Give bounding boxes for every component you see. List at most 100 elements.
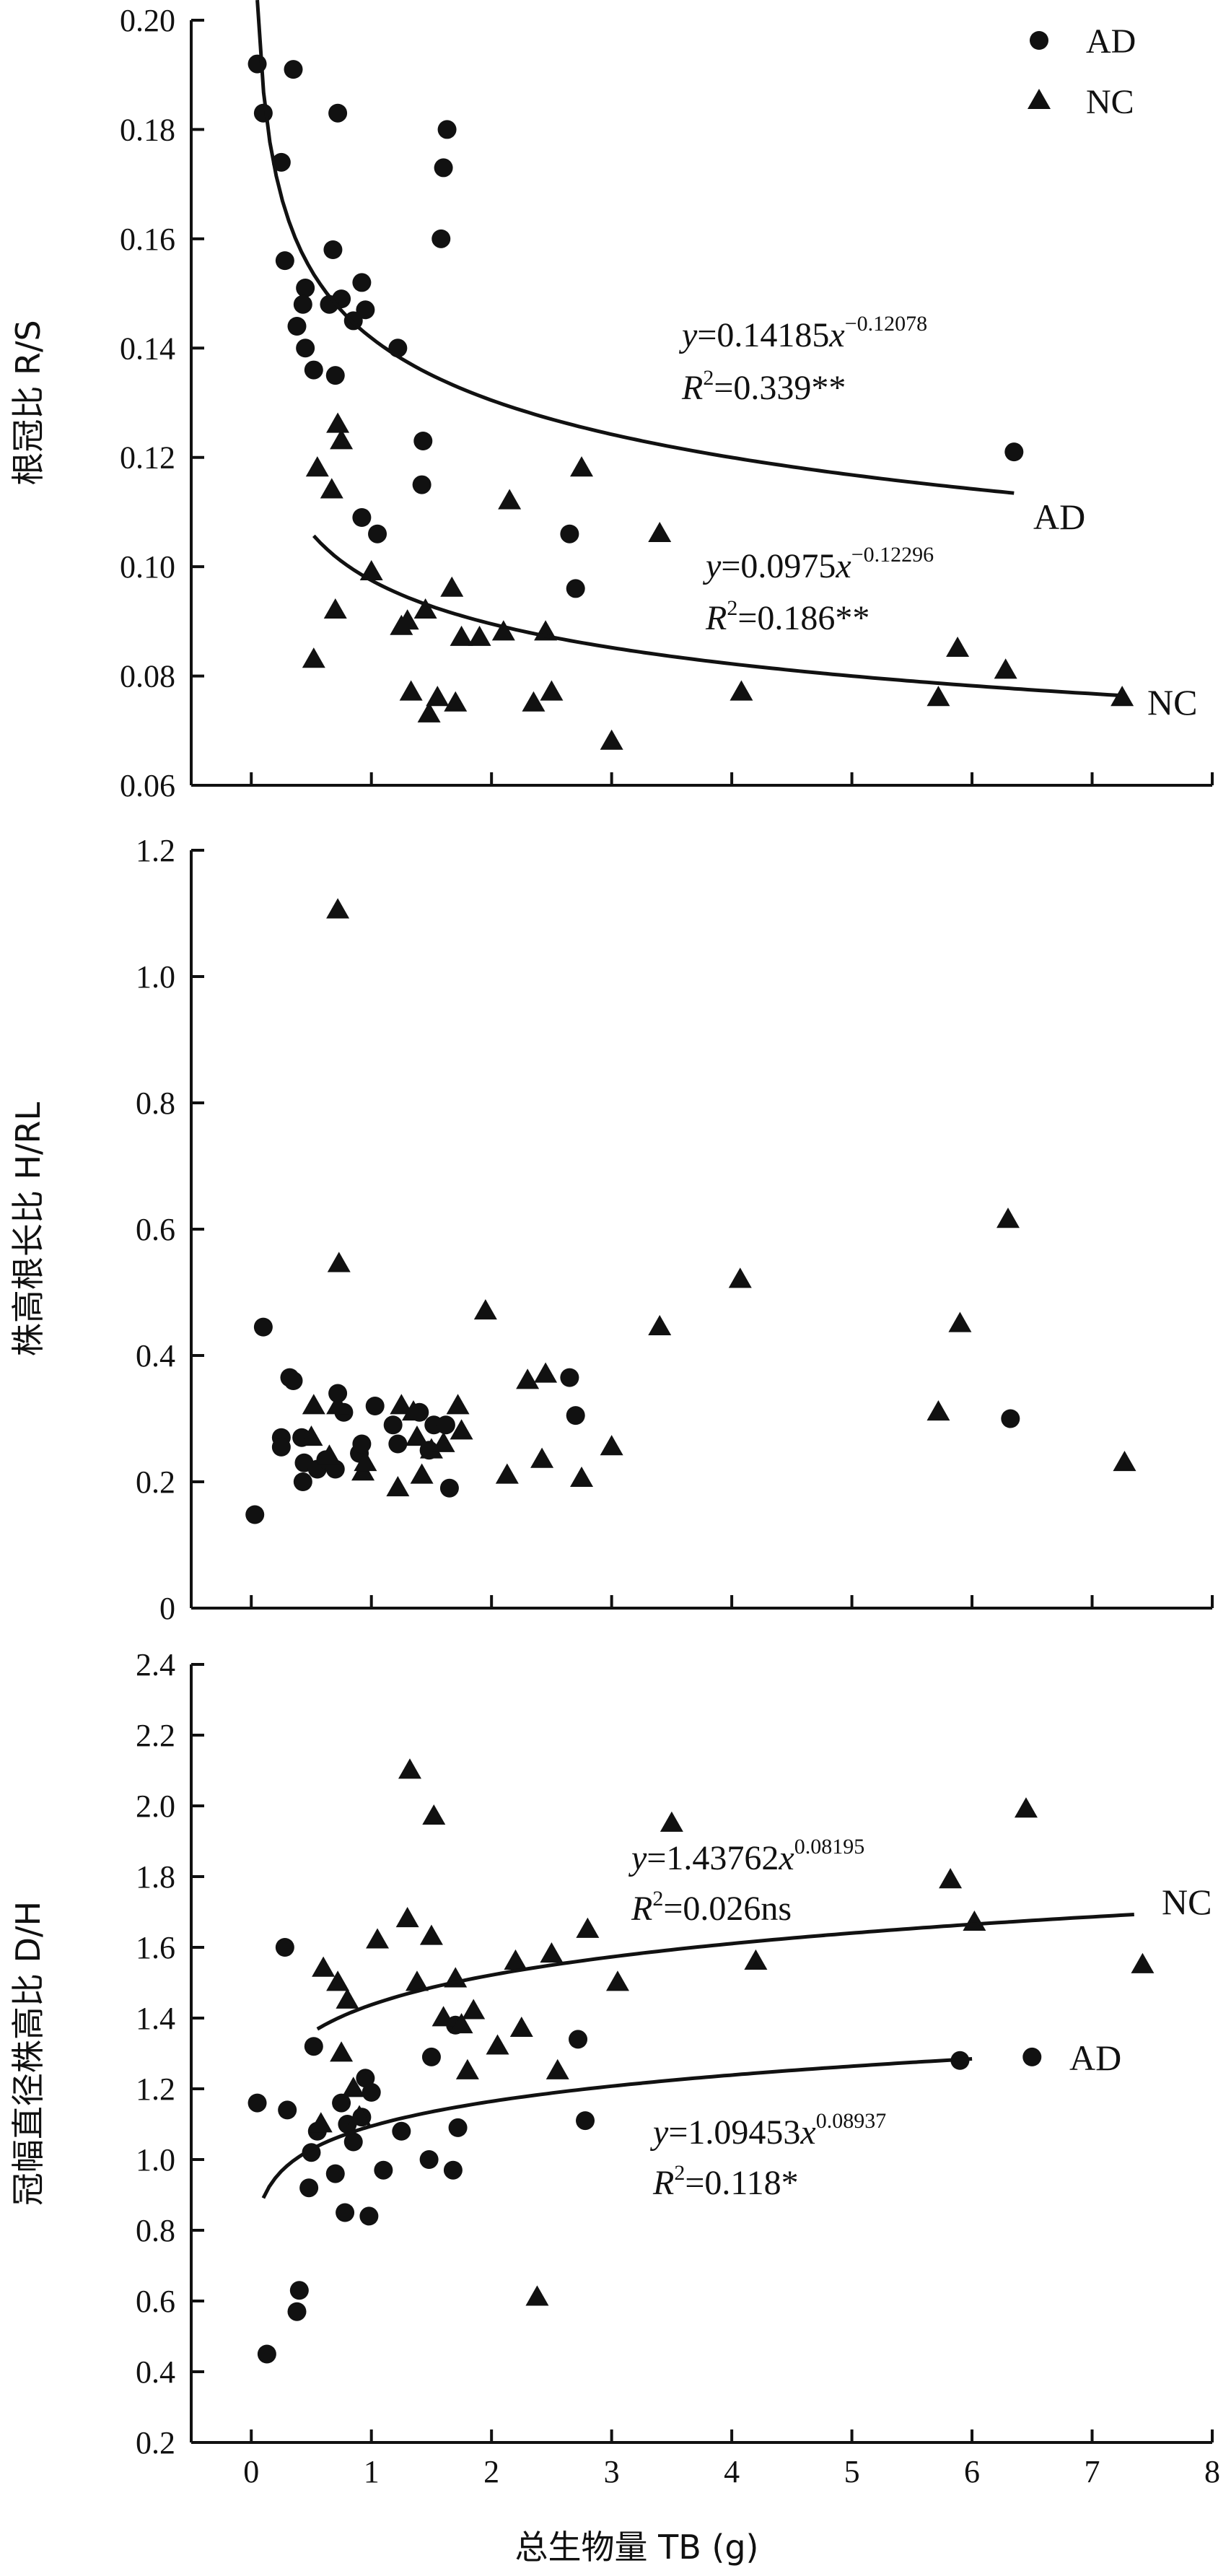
point-nc — [495, 1463, 519, 1484]
point-ad — [436, 1415, 455, 1435]
y-tick-label: 0.2 — [136, 2425, 175, 2461]
fit-label-nc: NC — [1147, 682, 1197, 722]
point-nc — [341, 2077, 365, 2097]
point-ad — [368, 524, 387, 543]
point-nc — [1113, 1451, 1136, 1472]
point-nc — [946, 636, 970, 658]
y-tick-label: 1.6 — [136, 1930, 175, 1965]
point-ad — [1022, 2047, 1042, 2066]
eq-x: x — [835, 547, 851, 585]
y-tick-label: 0.8 — [136, 2213, 175, 2248]
y-tick-label: 0 — [159, 1591, 175, 1626]
point-ad — [434, 158, 453, 178]
point-ad — [421, 2047, 441, 2066]
panel-1: 0.06 0.08 0.10 0.12 0.14 0.16 0.18 0.20 根冠比 R/S y… — [9, 0, 1214, 803]
point-ad — [287, 317, 307, 336]
fit-r2: R2=0.026ns — [631, 1887, 792, 1928]
point-nc — [431, 2006, 455, 2027]
point-nc — [348, 2105, 372, 2126]
point-ad — [359, 2206, 379, 2226]
eq-x: x — [828, 316, 844, 354]
legend-label-nc: NC — [1086, 83, 1134, 121]
y-tick-label: 1.0 — [136, 959, 175, 995]
r2-r: R — [652, 2164, 674, 2202]
point-nc — [570, 1466, 594, 1487]
point-nc — [730, 680, 753, 701]
point-nc — [336, 1988, 359, 2009]
point-nc — [390, 614, 413, 635]
point-ad — [392, 2121, 411, 2141]
point-nc — [330, 429, 354, 450]
y-tick-label: 0.06 — [120, 768, 175, 803]
point-nc — [509, 2016, 533, 2038]
point-ad — [275, 1938, 294, 1957]
panel-2: 0 0.2 0.4 0.6 0.8 1.0 1.2 株高根长比 H/RL — [9, 833, 1214, 1626]
eq-y: y — [702, 547, 722, 585]
point-nc — [426, 686, 450, 707]
y-tick-label: 0.20 — [120, 3, 175, 38]
fit-label-ad: AD — [1069, 2038, 1121, 2078]
point-ad — [362, 2082, 381, 2102]
point-nc — [939, 1868, 963, 1889]
point-ad — [336, 2203, 355, 2222]
y-tick-label: 0.08 — [120, 659, 175, 694]
point-nc — [450, 2013, 473, 2034]
r2-value: =0.186** — [737, 599, 869, 637]
point-nc — [440, 576, 464, 597]
y-tick-label: 0.12 — [120, 440, 175, 476]
legend-marker-nc — [1028, 89, 1051, 109]
x-tick-label: 0 — [243, 2454, 259, 2489]
point-ad — [271, 1437, 291, 1457]
y-tick-label: 1.4 — [136, 2001, 175, 2036]
point-ad — [253, 1317, 273, 1337]
point-nc — [302, 647, 325, 668]
y-tick-label: 0.16 — [120, 222, 175, 257]
point-nc — [326, 1394, 350, 1415]
point-ad — [437, 120, 457, 139]
point-ad — [560, 524, 579, 543]
point-ad — [289, 2281, 309, 2300]
point-ad — [323, 240, 343, 259]
y-tick-label: 0.18 — [120, 112, 175, 147]
point-nc — [1014, 1797, 1038, 1818]
eq-x: x — [778, 1839, 794, 1877]
point-nc — [1110, 686, 1134, 707]
point-ad — [560, 1368, 579, 1387]
point-ad — [296, 279, 315, 297]
point-nc — [413, 598, 437, 619]
point-nc — [405, 1425, 429, 1446]
point-nc — [395, 1907, 419, 1928]
point-ad — [419, 2150, 439, 2169]
r2-value: =0.026ns — [663, 1890, 792, 1928]
fit-equation: y=1.43762x0.08195 — [628, 1835, 864, 1877]
point-ad — [299, 2178, 319, 2198]
point-nc — [576, 1917, 600, 1938]
point-nc — [320, 478, 343, 499]
point-nc — [600, 729, 623, 750]
eq-coef: =0.0975 — [721, 547, 836, 585]
eq-y: y — [678, 316, 698, 354]
r2-r: R — [705, 599, 727, 637]
point-nc — [450, 1419, 473, 1440]
y-axis-title: 根冠比 R/S — [9, 320, 48, 485]
y-tick-label: 0.14 — [120, 331, 175, 366]
point-ad — [566, 1406, 585, 1425]
point-nc — [405, 1970, 429, 1991]
r2-value: =0.339** — [714, 369, 846, 407]
y-tick-label: 0.8 — [136, 1086, 175, 1121]
point-ad — [304, 2037, 323, 2056]
point-nc — [516, 1368, 540, 1389]
point-nc — [330, 2041, 354, 2062]
fit-equation: y=1.09453x0.08937 — [649, 2109, 886, 2152]
point-ad — [284, 60, 303, 79]
fit-equation: y=0.0975x−0.12296 — [702, 543, 934, 585]
point-nc — [534, 1362, 558, 1383]
y-axis-title: 冠幅直径株高比 D/H — [9, 1901, 48, 2206]
point-ad — [271, 152, 291, 172]
y-tick-label: 1.2 — [136, 833, 175, 868]
point-nc — [525, 2285, 549, 2306]
fit-r2: R2=0.339** — [681, 366, 846, 407]
point-ad — [247, 2093, 267, 2113]
point-nc — [648, 1314, 672, 1335]
